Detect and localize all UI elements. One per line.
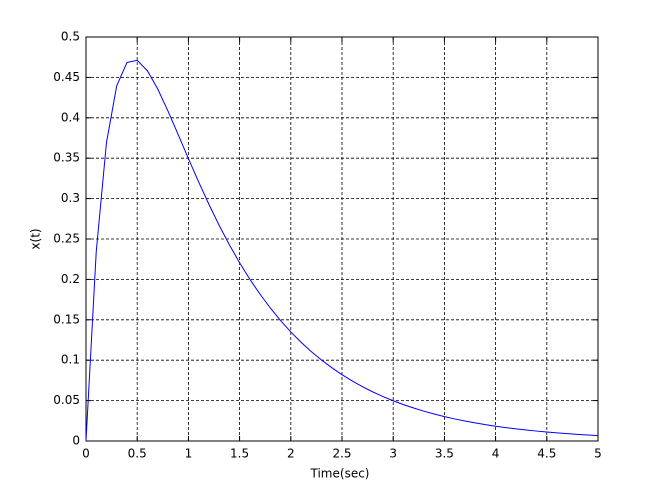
x-axis-label: Time(sec) — [310, 467, 370, 481]
x-tick-label: 0 — [82, 447, 90, 461]
x-tick-label: 3 — [389, 447, 397, 461]
y-tick-label: 0.2 — [61, 272, 80, 286]
x-tick-label: 2 — [287, 447, 295, 461]
data-line — [85, 59, 599, 442]
y-tick-label: 0.5 — [61, 30, 80, 44]
x-tick-label: 1.5 — [230, 447, 249, 461]
y-tick-label: 0 — [72, 434, 80, 448]
x-tick-label: 3.5 — [435, 447, 454, 461]
axes-box — [85, 36, 599, 442]
x-tick-label: 4 — [492, 447, 500, 461]
x-tick-label: 0.5 — [128, 447, 147, 461]
y-tick-label: 0.15 — [53, 312, 80, 326]
y-tick-label: 0.25 — [53, 232, 80, 246]
y-tick-label: 0.05 — [53, 393, 80, 407]
y-tick-label: 0.1 — [61, 353, 80, 367]
x-tick-label: 5 — [594, 447, 602, 461]
x-tick-label: 1 — [185, 447, 193, 461]
x-tick-label: 2.5 — [332, 447, 351, 461]
y-tick-label: 0.45 — [53, 70, 80, 84]
x-tick-label: 4.5 — [537, 447, 556, 461]
y-axis-label: x(t) — [29, 228, 43, 249]
y-tick-label: 0.35 — [53, 151, 80, 165]
y-tick-label: 0.4 — [61, 110, 80, 124]
y-tick-label: 0.3 — [61, 191, 80, 205]
